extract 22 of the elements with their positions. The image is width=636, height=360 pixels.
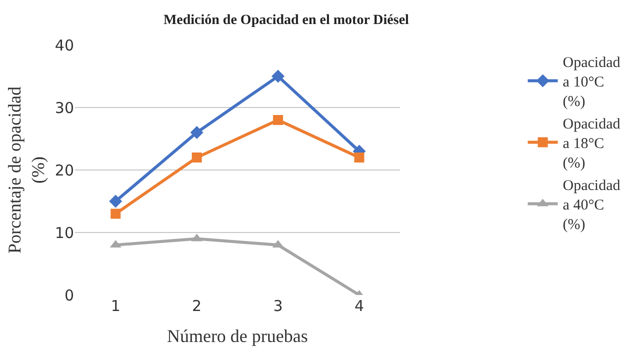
point: [190, 126, 204, 139]
y-tick-label: 10: [54, 224, 74, 242]
point: [354, 152, 364, 162]
x-tick-label: 4: [354, 297, 364, 315]
x-tick-label: 1: [110, 297, 120, 315]
point: [192, 152, 202, 162]
legend-label: Opacidad a 10°C (%): [562, 55, 621, 110]
y-tick-label: 20: [54, 161, 74, 180]
legend-label: Opacidad a 40°C (%): [562, 178, 621, 234]
y-axis-title: Porcentaje de opacidad (%): [4, 86, 48, 254]
y-tick-label: 40: [54, 36, 74, 54]
chart-title: Medición de Opacidad en el motor Diésel: [163, 13, 410, 28]
point: [273, 115, 284, 125]
x-axis-title: Número de pruebas: [166, 326, 308, 346]
y-tick-label: 0: [64, 286, 74, 304]
legend-label: Opacidad a 18°C (%): [562, 116, 621, 172]
point: [110, 208, 121, 219]
y-tick-label: 30: [54, 98, 74, 117]
point: [109, 194, 122, 208]
x-tick-label: 2: [192, 297, 202, 315]
x-tick-label: 3: [273, 297, 283, 315]
point: [272, 70, 285, 83]
